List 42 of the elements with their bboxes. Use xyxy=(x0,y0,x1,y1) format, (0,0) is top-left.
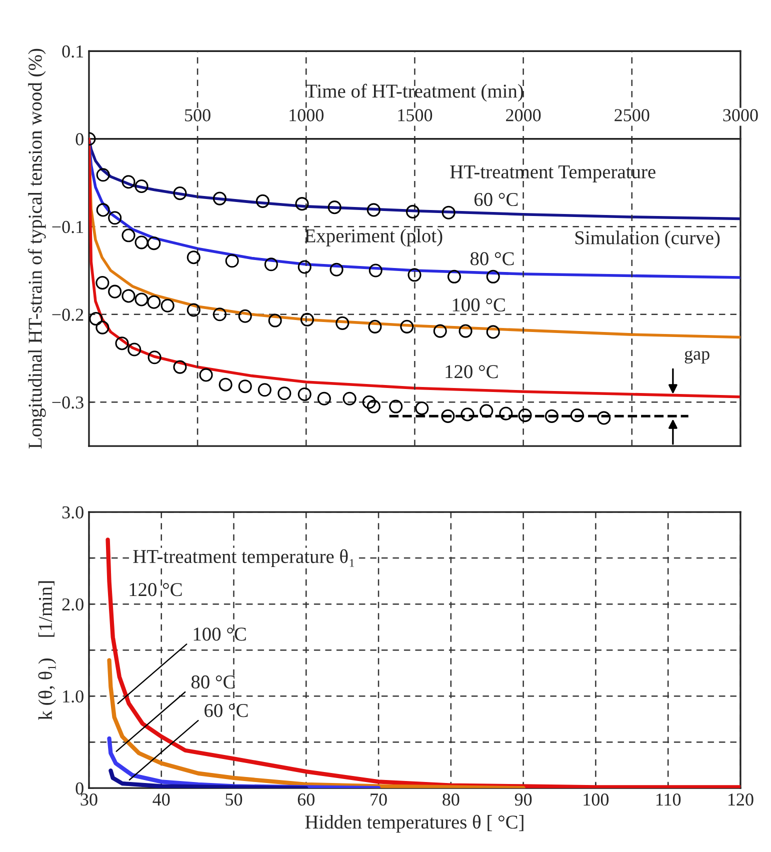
annotation: 100 °C xyxy=(452,298,505,312)
x-tick-label: 50 xyxy=(226,793,242,806)
x-tick-label: 40 xyxy=(152,793,170,806)
x-tick-label: 110 xyxy=(656,793,681,806)
y-tick-label: −0.1 xyxy=(52,220,84,234)
x-tick-label: 90 xyxy=(514,793,532,806)
annotation: gap xyxy=(684,350,710,364)
x-tick-label: 80 xyxy=(442,793,460,806)
y-tick-label: −0.2 xyxy=(52,308,84,321)
x-tick-label: 3000 xyxy=(723,109,758,122)
y-tick-label: 0 xyxy=(76,782,84,795)
x-tick-label: 60 xyxy=(298,793,314,806)
annotation: Simulation (curve) xyxy=(575,230,720,248)
y-tick-label: 1.0 xyxy=(63,690,84,703)
x-axis-title: Hidden temperatures θ [ °C] xyxy=(305,814,524,833)
annotation: HT-treatment temperature θ₁ xyxy=(133,549,354,568)
annotation: 60 °C xyxy=(474,192,518,206)
y-tick-label: 0.1 xyxy=(62,45,84,58)
y-axis-title: Longitudinal HT-strain of typical tension wood (%) xyxy=(28,48,46,449)
annotation: 100 °C xyxy=(194,628,246,641)
annotation: Experiment (plot) xyxy=(304,228,442,246)
x-tick-label: 120 xyxy=(728,793,754,806)
annotation: 80 °C xyxy=(191,675,235,689)
y-tick-label: −0.3 xyxy=(52,396,84,409)
x-tick-label: 1500 xyxy=(398,109,432,122)
annotation: 120 °C xyxy=(130,583,182,596)
x-tick-label: 1000 xyxy=(290,109,324,122)
x-tick-label: 100 xyxy=(584,793,609,806)
y-tick-label: 2.0 xyxy=(62,598,84,611)
x-tick-label: 30 xyxy=(80,793,98,806)
annotation: 120 °C xyxy=(446,365,498,378)
x-axis-title: Time of HT-treatment (min) xyxy=(306,84,524,102)
x-tick-label: 2000 xyxy=(506,109,541,122)
y-tick-label: 0 xyxy=(76,133,84,146)
x-tick-label: 500 xyxy=(185,109,210,122)
y-tick-label: 3.0 xyxy=(62,506,84,519)
x-tick-label: 70 xyxy=(370,793,387,806)
y-axis-title: k (θ, θ₁) [1/min] xyxy=(38,581,56,720)
x-tick-label: 2500 xyxy=(614,109,650,122)
annotation: 80 °C xyxy=(470,252,514,266)
annotation: 60 °C xyxy=(204,704,248,718)
annotation: HT-treatment Temperature xyxy=(450,165,656,182)
